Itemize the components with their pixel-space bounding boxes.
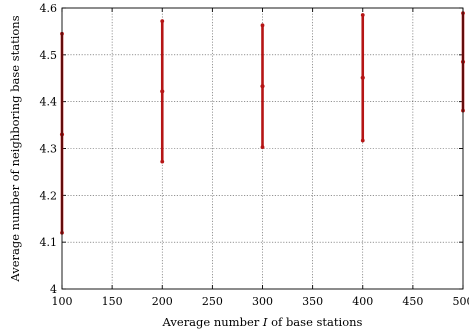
x-tick-label: 200 — [152, 295, 173, 308]
x-tick-label: 100 — [52, 295, 73, 308]
x-tick-labels: 100 150 200 250 300 350 400 450 500 — [52, 295, 469, 308]
error-bar-lower-cap — [160, 159, 165, 164]
x-tick-label: 450 — [402, 295, 423, 308]
data-series — [59, 11, 466, 235]
x-axis-label: Average number I of base stations — [162, 315, 363, 329]
x-tick-label: 250 — [202, 295, 223, 308]
x-tick-label: 500 — [453, 295, 469, 308]
x-tick-label: 400 — [352, 295, 373, 308]
error-bar-lower-cap — [260, 145, 265, 149]
y-tick-label: 4.4 — [40, 96, 58, 109]
y-tick-label: 4.5 — [40, 49, 58, 62]
mean-point — [160, 89, 165, 94]
error-bar-lower-cap — [360, 138, 365, 143]
error-bar-upper-cap — [360, 13, 365, 17]
x-axis-label-prefix: Average number — [162, 315, 263, 329]
x-axis-label-variable: I — [262, 315, 268, 329]
y-axis-label: Average number of neighboring base stati… — [8, 15, 22, 282]
y-tick-label: 4.2 — [40, 189, 58, 202]
plot-frame — [61, 7, 464, 290]
error-bar-upper-cap — [260, 23, 265, 28]
y-tick-label: 4.3 — [40, 143, 58, 156]
x-axis-label-suffix: of base stations — [267, 315, 362, 329]
y-tick-label: 4.6 — [40, 2, 58, 15]
x-tick-label: 350 — [302, 295, 323, 308]
y-tick-label: 4.1 — [40, 236, 58, 249]
y-tick-labels: 4 4.1 4.2 4.3 4.4 4.5 4.6 — [40, 2, 58, 296]
y-tick-label: 4 — [50, 283, 57, 296]
x-tick-label: 150 — [102, 295, 123, 308]
mean-point — [260, 84, 265, 89]
x-tick-label: 300 — [252, 295, 273, 308]
mean-point — [360, 75, 365, 80]
error-bar-upper-cap — [160, 19, 165, 24]
